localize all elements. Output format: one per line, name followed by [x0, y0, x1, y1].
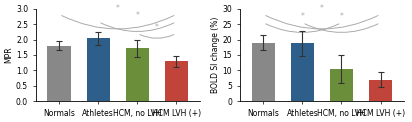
Bar	[165, 61, 188, 101]
Bar	[126, 48, 149, 101]
Text: *: *	[155, 23, 159, 32]
Bar	[252, 43, 275, 101]
Bar	[87, 38, 110, 101]
Bar	[369, 80, 392, 101]
Text: *: *	[339, 12, 343, 21]
Text: *: *	[136, 11, 139, 20]
Bar	[47, 46, 71, 101]
Bar	[290, 43, 314, 101]
Bar	[330, 69, 353, 101]
Text: *: *	[116, 4, 120, 13]
Text: *: *	[320, 4, 324, 13]
Y-axis label: BOLD SI change (%): BOLD SI change (%)	[211, 17, 220, 93]
Text: *: *	[300, 12, 304, 21]
Y-axis label: MPR: MPR	[4, 47, 13, 63]
